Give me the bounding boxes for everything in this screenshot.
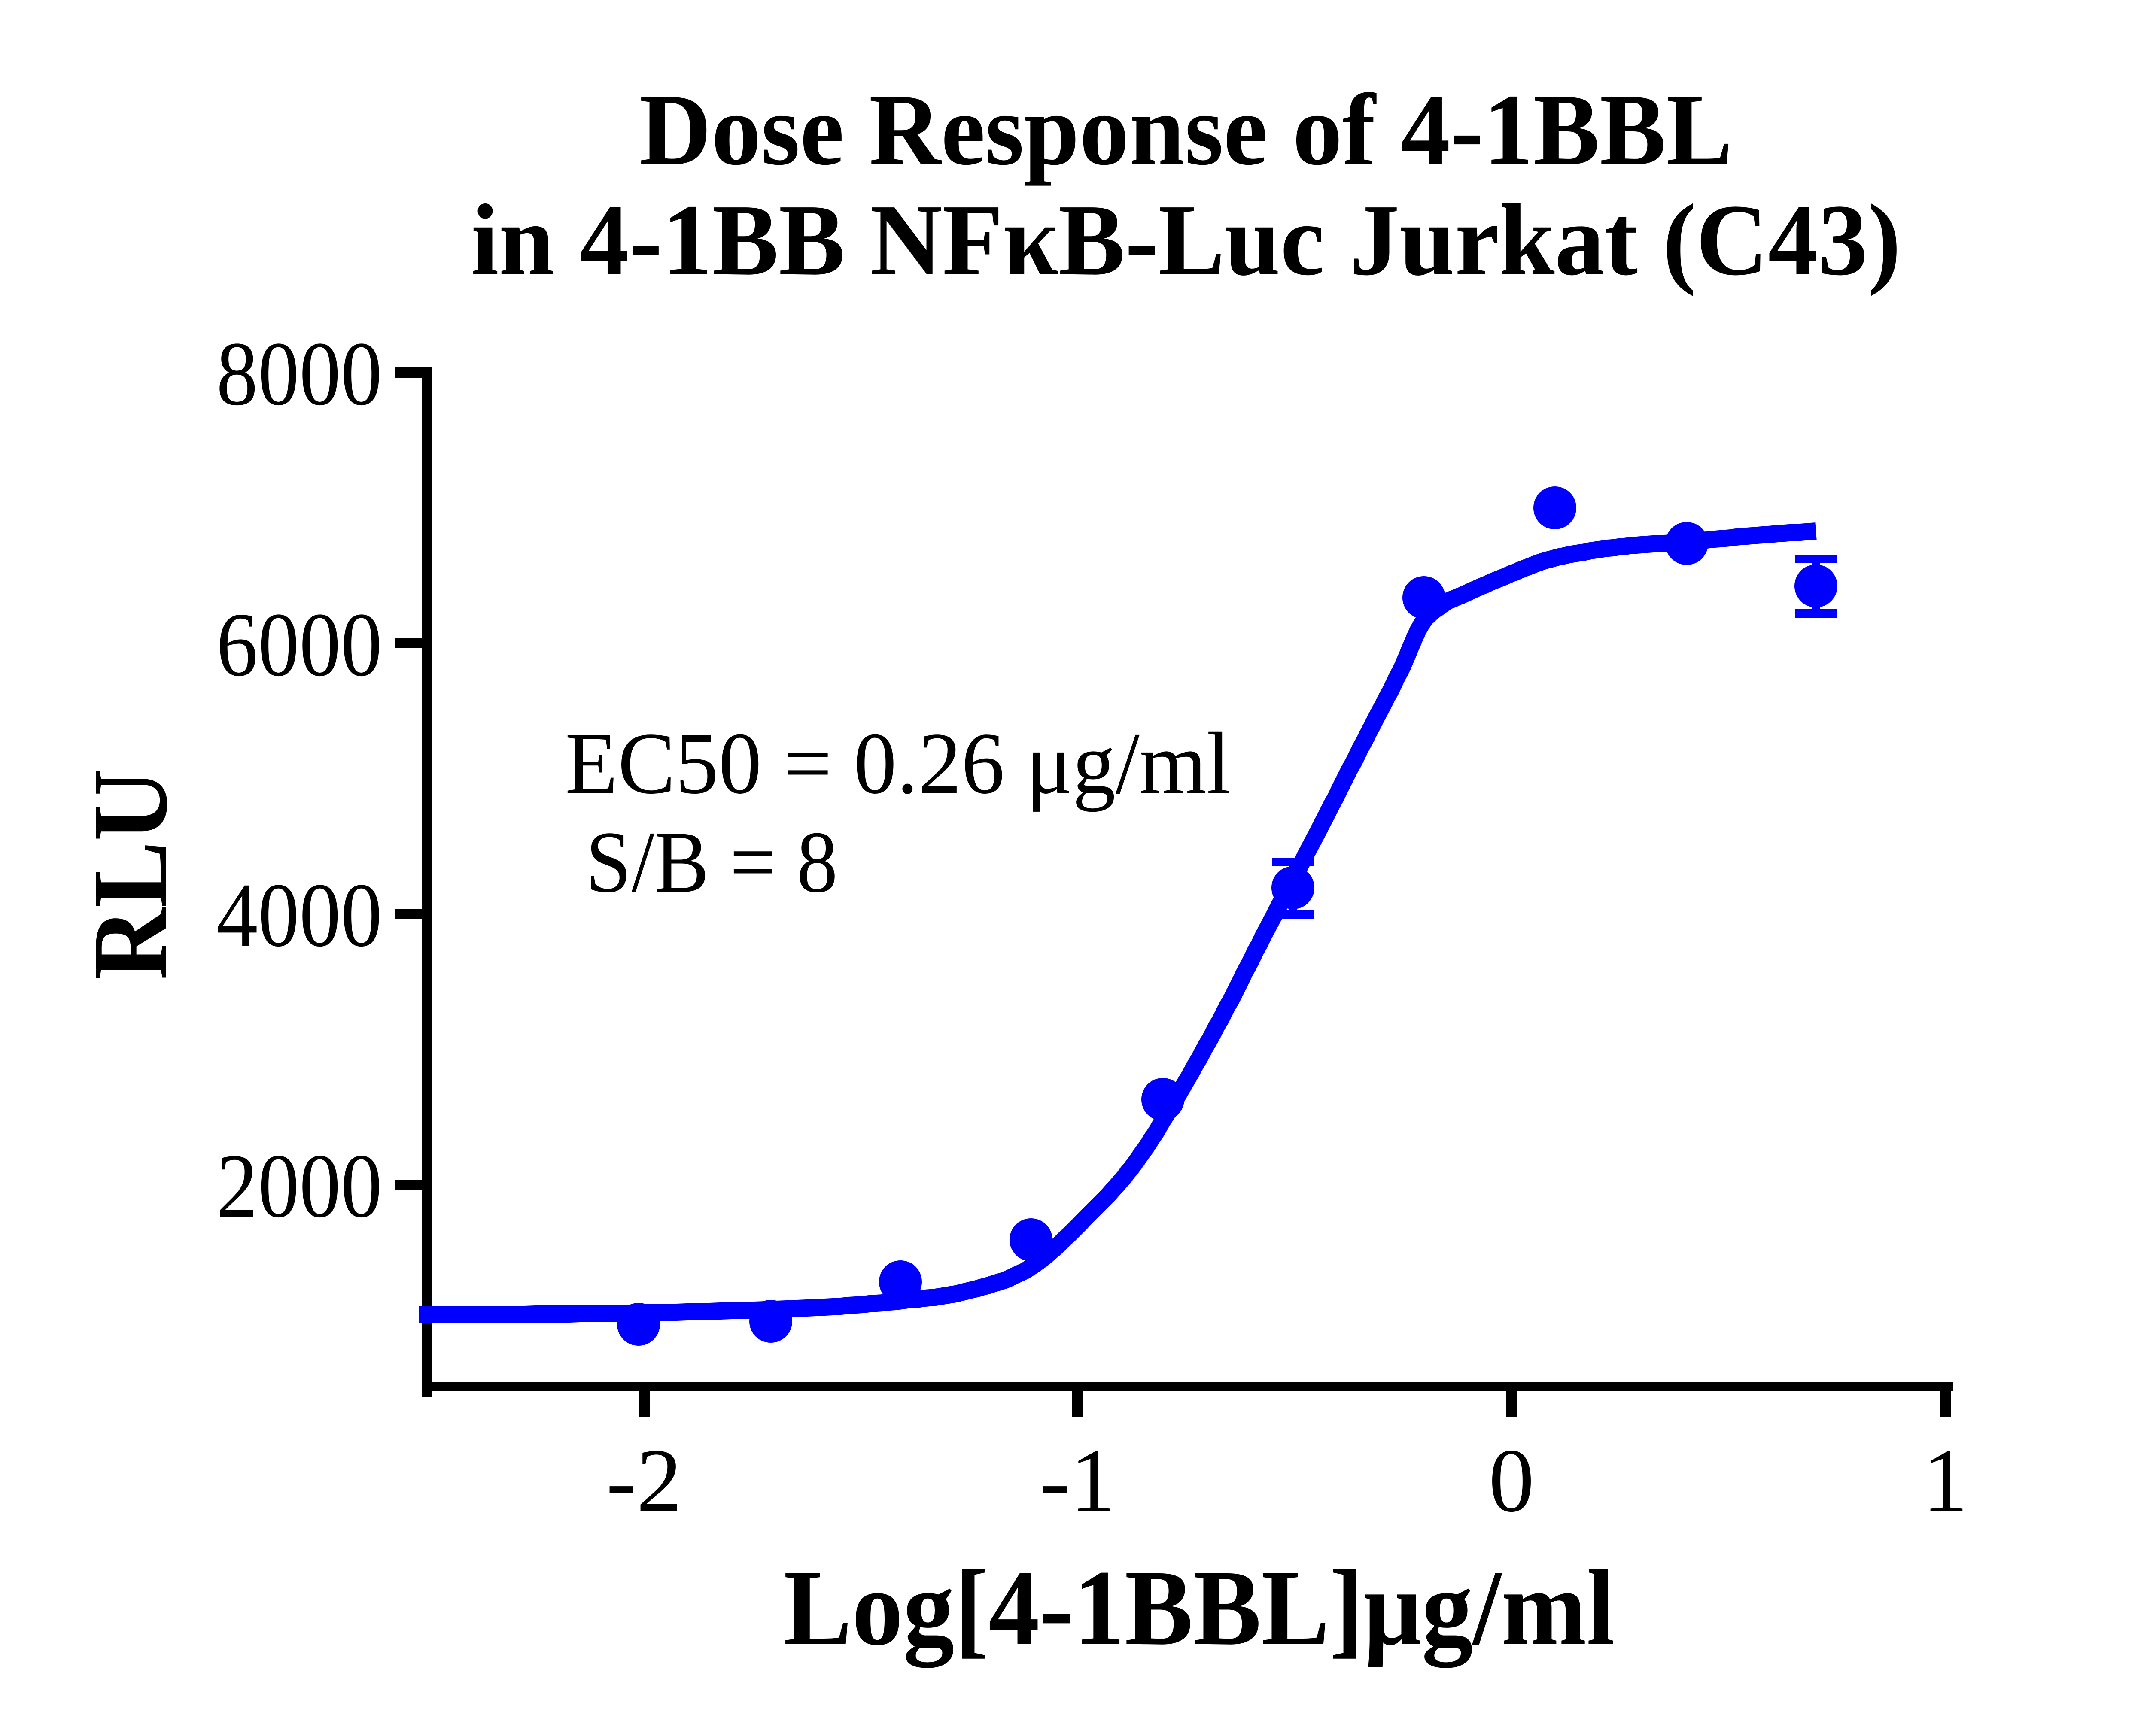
svg-text:Log[4-1BBL]μg/ml: Log[4-1BBL]μg/ml (784, 1548, 1615, 1668)
svg-text:EC50 = 0.26 μg/ml: EC50 = 0.26 μg/ml (565, 715, 1231, 812)
svg-text:-2: -2 (606, 1430, 682, 1531)
svg-text:-1: -1 (1040, 1430, 1116, 1531)
svg-text:2000: 2000 (216, 1135, 382, 1237)
svg-text:in 4-1BB NFκB-Luc Jurkat (C43): in 4-1BB NFκB-Luc Jurkat (C43) (471, 184, 1901, 297)
svg-text:S/B = 8: S/B = 8 (586, 813, 838, 911)
svg-text:8000: 8000 (216, 323, 382, 425)
svg-text:RLU: RLU (71, 769, 190, 980)
svg-text:6000: 6000 (216, 594, 382, 695)
svg-text:1: 1 (1922, 1430, 1968, 1531)
svg-text:0: 0 (1489, 1430, 1534, 1531)
svg-text:4000: 4000 (216, 865, 382, 966)
svg-text:Dose Response of 4-1BBL: Dose Response of 4-1BBL (639, 73, 1733, 186)
